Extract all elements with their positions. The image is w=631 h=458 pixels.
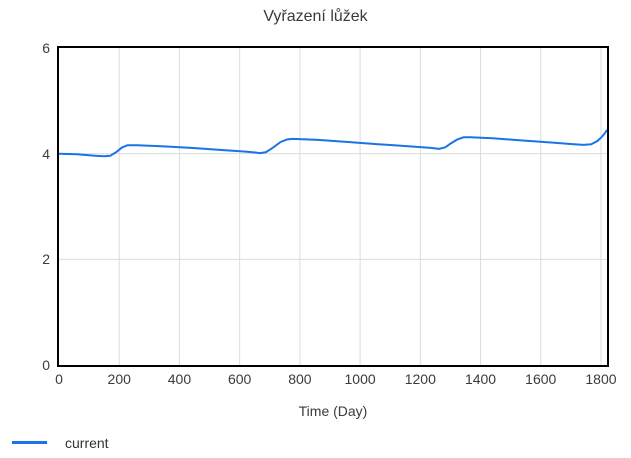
plot-svg — [59, 48, 607, 365]
x-tick-label: 600 — [227, 371, 252, 387]
x-tick-label: 1000 — [344, 371, 376, 387]
series-line-current — [59, 129, 607, 158]
x-tick-label: 1800 — [585, 371, 617, 387]
x-tick-label: 1400 — [464, 371, 497, 387]
y-tick-label: 6 — [42, 40, 50, 56]
x-tick-label: 1200 — [404, 371, 436, 387]
plot-area — [57, 46, 609, 367]
x-tick-label: 800 — [288, 371, 312, 387]
y-tick-label: 2 — [42, 251, 50, 268]
chart-title: Vyřazení lůžek — [263, 8, 368, 25]
legend: current — [12, 434, 109, 451]
x-tick-label: 200 — [107, 371, 131, 387]
y-tick-label: 0 — [42, 357, 50, 373]
legend-line-swatch — [12, 441, 47, 444]
y-tick-label: 4 — [42, 145, 50, 162]
x-tick-label: 0 — [55, 371, 63, 387]
x-tick-label: 400 — [167, 371, 192, 387]
x-tick-label: 1600 — [525, 371, 557, 387]
x-axis-label: Time (Day) — [298, 403, 368, 419]
legend-label: current — [65, 434, 109, 451]
